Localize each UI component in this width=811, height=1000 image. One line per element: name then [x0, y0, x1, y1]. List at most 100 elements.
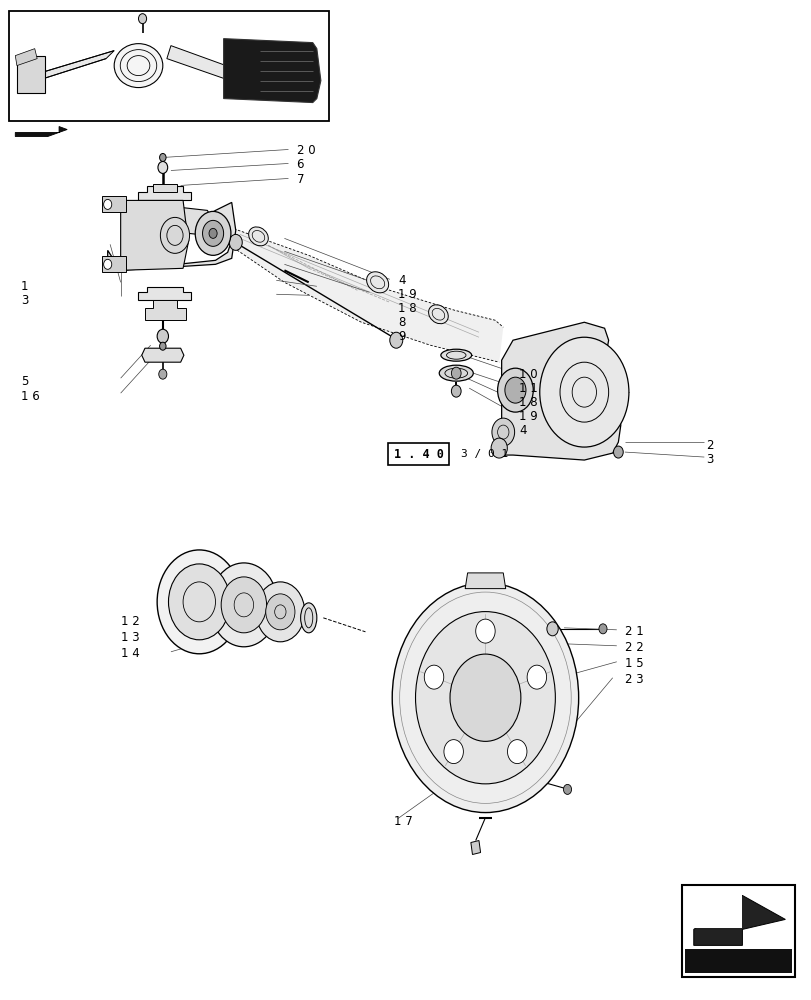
- Text: 1 2: 1 2: [121, 615, 139, 628]
- Circle shape: [208, 228, 217, 238]
- Text: 1 6: 1 6: [21, 390, 40, 403]
- Circle shape: [563, 784, 571, 794]
- Circle shape: [507, 740, 526, 764]
- Circle shape: [415, 612, 555, 784]
- Polygon shape: [102, 196, 127, 212]
- Circle shape: [451, 367, 461, 379]
- Text: 5: 5: [21, 375, 28, 388]
- Text: 3 / 0 1: 3 / 0 1: [461, 449, 508, 459]
- Circle shape: [169, 564, 230, 640]
- Polygon shape: [108, 202, 235, 270]
- Circle shape: [160, 153, 166, 161]
- Polygon shape: [139, 287, 191, 300]
- Text: 1 8: 1 8: [397, 302, 416, 315]
- Polygon shape: [145, 300, 185, 320]
- Circle shape: [195, 211, 230, 255]
- Text: 2 3: 2 3: [624, 673, 642, 686]
- Text: 1 4: 1 4: [121, 647, 139, 660]
- Circle shape: [539, 337, 629, 447]
- Polygon shape: [501, 322, 620, 460]
- Circle shape: [139, 14, 147, 24]
- Text: 1 0: 1 0: [519, 368, 538, 381]
- Circle shape: [451, 385, 461, 397]
- Circle shape: [444, 740, 463, 764]
- Text: 1 9: 1 9: [519, 410, 538, 423]
- Polygon shape: [230, 227, 503, 362]
- Polygon shape: [37, 51, 114, 81]
- Text: 1 . 4 0: 1 . 4 0: [393, 448, 443, 461]
- Polygon shape: [17, 128, 49, 132]
- Circle shape: [159, 369, 167, 379]
- Polygon shape: [465, 573, 505, 589]
- Text: 1 8: 1 8: [519, 396, 538, 409]
- Polygon shape: [470, 841, 480, 855]
- Polygon shape: [131, 205, 215, 235]
- Polygon shape: [142, 348, 183, 362]
- Circle shape: [526, 665, 546, 689]
- Text: 3: 3: [21, 294, 28, 307]
- Polygon shape: [684, 949, 791, 973]
- Text: 9: 9: [397, 330, 405, 343]
- Circle shape: [491, 418, 514, 446]
- Text: 2: 2: [705, 439, 713, 452]
- Text: 1 1: 1 1: [519, 382, 538, 395]
- Polygon shape: [17, 56, 45, 93]
- Ellipse shape: [439, 365, 473, 381]
- Circle shape: [265, 594, 294, 630]
- Circle shape: [613, 446, 623, 458]
- Circle shape: [209, 563, 277, 647]
- Polygon shape: [102, 256, 127, 272]
- Polygon shape: [139, 186, 191, 200]
- Text: 8: 8: [397, 316, 405, 329]
- Text: 2 1: 2 1: [624, 625, 643, 638]
- Circle shape: [449, 654, 520, 741]
- Circle shape: [389, 332, 402, 348]
- Ellipse shape: [366, 272, 388, 293]
- Ellipse shape: [428, 305, 448, 324]
- Circle shape: [202, 220, 223, 246]
- Text: 6: 6: [296, 158, 303, 171]
- Circle shape: [160, 342, 166, 350]
- Polygon shape: [15, 49, 37, 66]
- Circle shape: [157, 329, 169, 343]
- Text: 1 3: 1 3: [121, 631, 139, 644]
- Polygon shape: [153, 184, 177, 192]
- Text: 1 7: 1 7: [393, 815, 412, 828]
- Polygon shape: [15, 127, 67, 137]
- Text: 1 5: 1 5: [624, 657, 642, 670]
- Circle shape: [475, 619, 495, 643]
- Text: 4: 4: [519, 424, 526, 437]
- Text: 2 0: 2 0: [296, 144, 315, 157]
- Circle shape: [491, 438, 507, 458]
- Ellipse shape: [300, 603, 316, 633]
- Circle shape: [255, 582, 304, 642]
- Circle shape: [424, 665, 443, 689]
- Circle shape: [104, 199, 112, 209]
- Circle shape: [157, 550, 241, 654]
- Polygon shape: [693, 895, 741, 928]
- Circle shape: [221, 577, 266, 633]
- Bar: [680, 885, 794, 977]
- Polygon shape: [223, 39, 320, 103]
- Circle shape: [158, 161, 168, 173]
- Text: 2 2: 2 2: [624, 641, 643, 654]
- Circle shape: [599, 624, 607, 634]
- Circle shape: [497, 368, 533, 412]
- Circle shape: [229, 234, 242, 250]
- Circle shape: [504, 377, 526, 403]
- Polygon shape: [693, 895, 784, 945]
- Circle shape: [161, 217, 189, 253]
- Circle shape: [392, 583, 578, 813]
- Bar: [9, 11, 328, 121]
- Text: 7: 7: [296, 173, 303, 186]
- Circle shape: [547, 622, 557, 636]
- Ellipse shape: [114, 44, 163, 88]
- Polygon shape: [121, 200, 188, 270]
- Ellipse shape: [248, 227, 268, 246]
- Polygon shape: [167, 46, 239, 83]
- Text: 3: 3: [705, 453, 712, 466]
- Text: 1: 1: [21, 280, 28, 293]
- Bar: [388, 443, 448, 465]
- Circle shape: [104, 259, 112, 269]
- Text: 4: 4: [397, 274, 405, 287]
